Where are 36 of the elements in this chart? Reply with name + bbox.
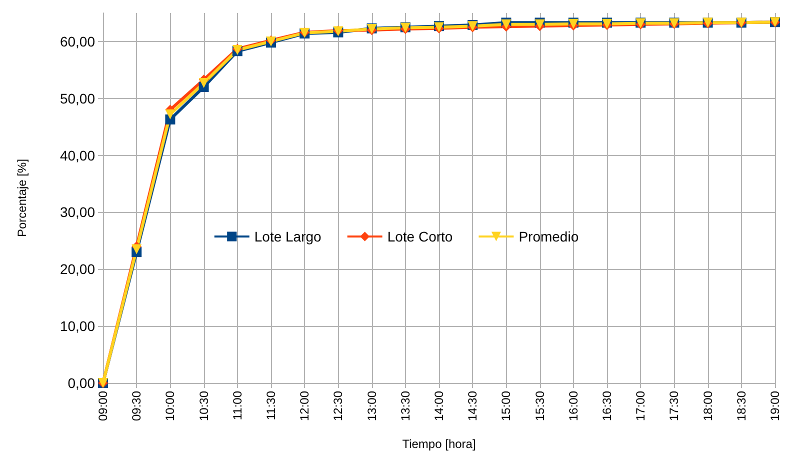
y-tick-label: 50,00	[60, 90, 96, 106]
y-tick-label: 0,00	[68, 375, 96, 391]
y-tick-label: 20,00	[60, 261, 96, 278]
y-axis-title: Porcentaje [%]	[15, 158, 29, 238]
point	[132, 244, 142, 254]
x-tick-label: 10:00	[163, 390, 178, 422]
legend-label: Promedio	[518, 228, 579, 244]
x-tick-label: 09:00	[96, 390, 110, 422]
legend-label: Lote Corto	[387, 228, 453, 244]
x-tick-label: 13:00	[364, 390, 379, 422]
x-tick-label: 14:30	[466, 390, 480, 422]
x-tick-label: 15:30	[532, 390, 547, 422]
x-tick-label: 18:30	[734, 390, 748, 422]
x-axis-title: Tiempo [hora]	[402, 437, 476, 451]
x-tick-label: 16:00	[566, 390, 580, 422]
x-tick-label: 11:30	[264, 390, 278, 420]
x-tick-label: 09:30	[130, 390, 144, 422]
x-tick-label: 10:30	[196, 390, 211, 422]
y-tick-label: 10,00	[60, 318, 96, 334]
y-tick-label: 30,00	[60, 204, 96, 220]
point	[165, 109, 176, 120]
x-tick-label: 18:00	[700, 390, 715, 422]
point	[198, 78, 209, 88]
x-tick-label: 14:00	[432, 390, 446, 422]
x-tick-label: 17:00	[634, 390, 648, 422]
x-tick-label: 11:00	[230, 390, 244, 420]
x-tick-label: 12:00	[298, 390, 312, 422]
legend-label: Lote Largo	[254, 228, 322, 244]
y-tick-label: 40,00	[60, 147, 96, 164]
x-tick-label: 17:30	[667, 390, 682, 422]
x-tick-label: 19:00	[768, 390, 782, 422]
x-tick-label: 12:30	[331, 390, 346, 422]
x-tick-label: 13:30	[398, 390, 412, 422]
x-tick-label: 15:00	[499, 390, 514, 422]
x-tick-label: 16:30	[600, 390, 614, 422]
y-tick-label: 60,00	[60, 33, 96, 50]
